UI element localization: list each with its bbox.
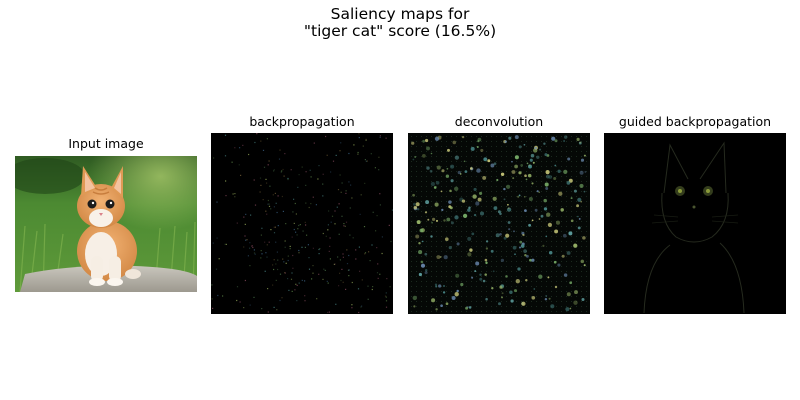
backpropagation-saliency bbox=[211, 133, 393, 314]
deconvolution-saliency bbox=[411, 135, 587, 312]
figure-title-line-2: "tiger cat" score (16.5%) bbox=[303, 22, 497, 40]
deconvolution-map bbox=[408, 133, 590, 314]
panel-title-guided-backpropagation: guided backpropagation bbox=[618, 114, 772, 129]
input-image bbox=[15, 156, 197, 292]
backpropagation-map bbox=[211, 133, 393, 314]
panel-title-deconvolution: deconvolution bbox=[454, 114, 544, 129]
guided-backpropagation-saliency bbox=[643, 141, 745, 314]
figure-title: Saliency maps for "tiger cat" score (16.… bbox=[0, 6, 800, 40]
kitten-photo bbox=[15, 156, 197, 292]
figure-title-line-1: Saliency maps for bbox=[330, 5, 470, 23]
panel-title-backpropagation: backpropagation bbox=[249, 114, 355, 129]
panel-title-input-image: Input image bbox=[68, 136, 144, 151]
guided-backpropagation-map bbox=[604, 133, 786, 314]
